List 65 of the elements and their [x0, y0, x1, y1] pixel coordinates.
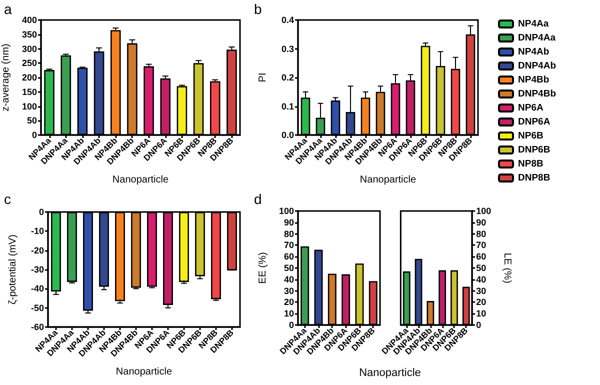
y2-tick-label: 80	[476, 228, 486, 239]
y-tick-label: 400	[22, 15, 37, 25]
y-tick-label: 60	[284, 252, 294, 262]
y-axis-title: PI	[258, 72, 268, 82]
x-axis-title: Nanoparticle	[116, 366, 173, 378]
y-tick-label: 30	[284, 286, 294, 296]
legend-label: DNP4Aa	[518, 32, 556, 44]
text: c	[4, 191, 11, 207]
y-tick-label: 10	[284, 308, 294, 319]
legend-label: DNP8B	[518, 172, 550, 184]
y2-tick-label: 30	[476, 286, 486, 296]
y-tick-label: 250	[22, 58, 37, 68]
y-tick-label: 0	[288, 320, 294, 330]
y2-tick-label: 50	[476, 263, 486, 273]
y-tick-label: 0.1	[281, 101, 294, 112]
y2-tick-label: 60	[476, 252, 486, 262]
y2-tick-label: 0	[476, 320, 482, 330]
legend-label: DNP4Bb	[518, 88, 556, 100]
text: b	[254, 1, 262, 17]
y-tick-label: -20	[30, 245, 44, 256]
y-tick-label: 0.3	[281, 44, 294, 54]
y-tick-label: 70	[284, 240, 294, 250]
y-tick-label: 0.2	[281, 72, 294, 82]
y-tick-label: 50	[26, 116, 37, 126]
y-tick-label: 0	[32, 130, 37, 140]
legend-label: DNP4Ab	[518, 60, 556, 72]
y-tick-label: 100	[22, 101, 37, 112]
x-axis-title: Nanoparticle	[360, 174, 417, 186]
y-tick-label: -40	[30, 284, 44, 294]
y-axis-title: ζ-potential (mV)	[8, 234, 18, 304]
y-tick-label: -60	[30, 322, 44, 332]
y-tick-label: 90	[284, 217, 294, 228]
text: a	[4, 1, 12, 17]
y2-axis-title: LE (%)	[502, 252, 512, 284]
y-tick-label: 200	[22, 72, 37, 82]
y-tick-label: 50	[284, 263, 294, 273]
y-tick-label: 150	[22, 86, 37, 97]
legend-label: DNP6A	[518, 116, 550, 128]
y2-tick-label: 10	[476, 308, 486, 319]
legend-label: NP6A	[518, 102, 544, 114]
y-tick-label: 0.0	[281, 130, 294, 140]
y2-tick-label: 40	[476, 274, 486, 284]
y-tick-label: 20	[284, 297, 294, 308]
y-tick-label: -30	[30, 264, 44, 274]
y-tick-label: 100	[278, 206, 294, 216]
y-tick-label: 350	[22, 29, 37, 40]
y-tick-label: 40	[284, 274, 294, 284]
y-axis-title: EE (%)	[258, 252, 268, 284]
x-axis-title: Nanoparticle	[112, 174, 170, 186]
legend-label: NP4Aa	[518, 18, 550, 30]
legend-label: NP4Ab	[518, 46, 550, 58]
y-tick-label: 0	[38, 207, 44, 217]
y-tick-label: 300	[22, 44, 37, 54]
y-tick-label: 80	[284, 228, 294, 239]
x-axis-title: Nanoparticle	[359, 367, 421, 379]
y-tick-label: 0.4	[281, 15, 294, 25]
y2-tick-label: 70	[476, 240, 486, 250]
y-axis-title: z-average (nm)	[0, 44, 12, 112]
legend-label: NP4Bb	[518, 74, 550, 86]
y-tick-label: -10	[30, 226, 44, 236]
y2-tick-label: 90	[476, 217, 486, 228]
y2-tick-label: 100	[476, 206, 492, 216]
y2-tick-label: 20	[476, 297, 486, 308]
text: d	[254, 191, 262, 207]
y-tick-label: -50	[30, 302, 44, 313]
